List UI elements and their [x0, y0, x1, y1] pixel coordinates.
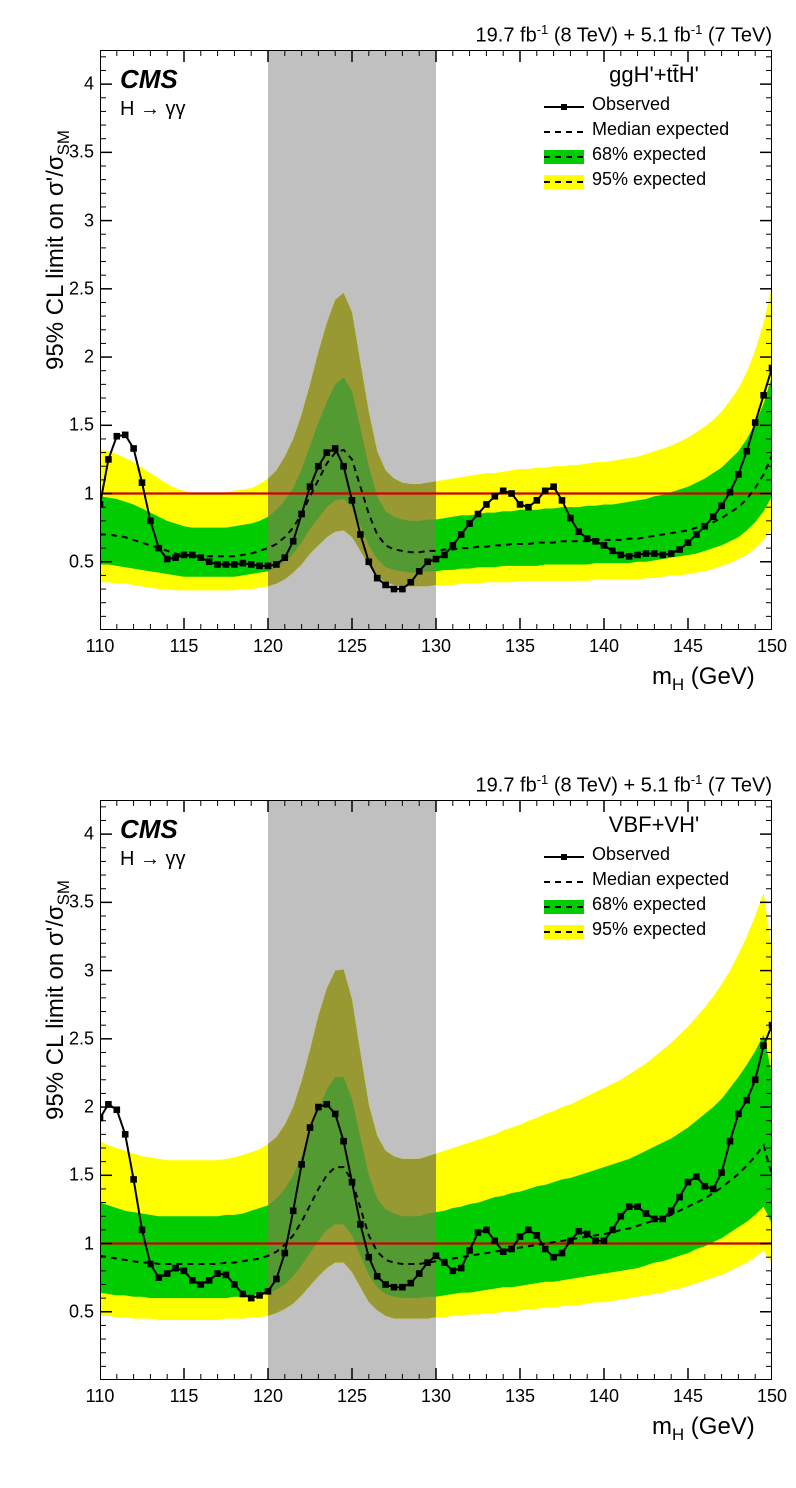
y-tick-label: 1.5 [58, 1165, 94, 1186]
cms-label: CMS [120, 64, 178, 95]
legend-label: 95% expected [592, 169, 706, 190]
legend-item-observed: Observed [544, 94, 764, 115]
legend-item-band95: 95% expected [544, 919, 764, 940]
lumi-label: 19.7 fb-1 (8 TeV) + 5.1 fb-1 (7 TeV) [362, 772, 772, 798]
legend-swatch-observed [544, 848, 584, 862]
decay-label: H → γγ [120, 98, 186, 121]
legend-swatch-observed [544, 98, 584, 112]
x-axis-label: mH (GeV) [652, 663, 755, 695]
legend-swatch-median [544, 123, 584, 137]
legend-label: Observed [592, 94, 670, 115]
x-tick-label: 150 [757, 1386, 787, 1407]
y-tick-label: 0.5 [58, 1301, 94, 1322]
legend-item-band68: 68% expected [544, 894, 764, 915]
y-axis-label: 95% CL limit on σ'/σSM [42, 130, 74, 370]
x-tick-label: 145 [673, 636, 703, 657]
x-tick-label: 125 [337, 1386, 367, 1407]
x-axis-label: mH (GeV) [652, 1413, 755, 1445]
x-tick-label: 135 [505, 636, 535, 657]
x-tick-label: 125 [337, 636, 367, 657]
legend-swatch-band68 [544, 148, 584, 162]
y-tick-label: 4 [58, 824, 94, 845]
legend-item-observed: Observed [544, 844, 764, 865]
legend-label: 95% expected [592, 919, 706, 940]
legend-label: 68% expected [592, 894, 706, 915]
x-tick-label: 115 [170, 636, 199, 657]
y-tick-label: 1 [58, 1233, 94, 1254]
decay-label: H → γγ [120, 848, 186, 871]
x-tick-label: 135 [505, 1386, 535, 1407]
legend-item-band68: 68% expected [544, 144, 764, 165]
legend-swatch-band95 [544, 173, 584, 187]
y-tick-label: 1.5 [58, 415, 94, 436]
lumi-label: 19.7 fb-1 (8 TeV) + 5.1 fb-1 (7 TeV) [362, 22, 772, 48]
x-tick-label: 115 [170, 1386, 199, 1407]
legend: ggH'+tt̄H' Observed Median expected 68% exp… [540, 58, 768, 198]
legend-label: 68% expected [592, 144, 706, 165]
legend-item-band95: 95% expected [544, 169, 764, 190]
x-tick-label: 110 [86, 636, 115, 657]
cms-label: CMS [120, 814, 178, 845]
x-tick-label: 110 [86, 1386, 115, 1407]
legend-title: VBF+VH' [544, 812, 764, 838]
legend-title: ggH'+tt̄H' [544, 62, 764, 88]
x-tick-label: 130 [421, 1386, 451, 1407]
legend: VBF+VH' Observed Median expected 68% expect… [540, 808, 768, 948]
legend-item-median: Median expected [544, 119, 764, 140]
x-tick-label: 120 [253, 1386, 283, 1407]
x-tick-label: 150 [757, 636, 787, 657]
legend-label: Median expected [592, 119, 729, 140]
legend-label: Median expected [592, 869, 729, 890]
y-tick-label: 1 [58, 483, 94, 504]
legend-swatch-median [544, 873, 584, 887]
x-tick-label: 145 [673, 1386, 703, 1407]
y-tick-label: 0.5 [58, 551, 94, 572]
x-tick-label: 140 [589, 1386, 619, 1407]
legend-swatch-band95 [544, 923, 584, 937]
legend-item-median: Median expected [544, 869, 764, 890]
x-tick-label: 140 [589, 636, 619, 657]
legend-swatch-band68 [544, 898, 584, 912]
x-tick-label: 120 [253, 636, 283, 657]
y-tick-label: 4 [58, 74, 94, 95]
x-tick-label: 130 [421, 636, 451, 657]
legend-label: Observed [592, 844, 670, 865]
y-axis-label: 95% CL limit on σ'/σSM [42, 880, 74, 1120]
